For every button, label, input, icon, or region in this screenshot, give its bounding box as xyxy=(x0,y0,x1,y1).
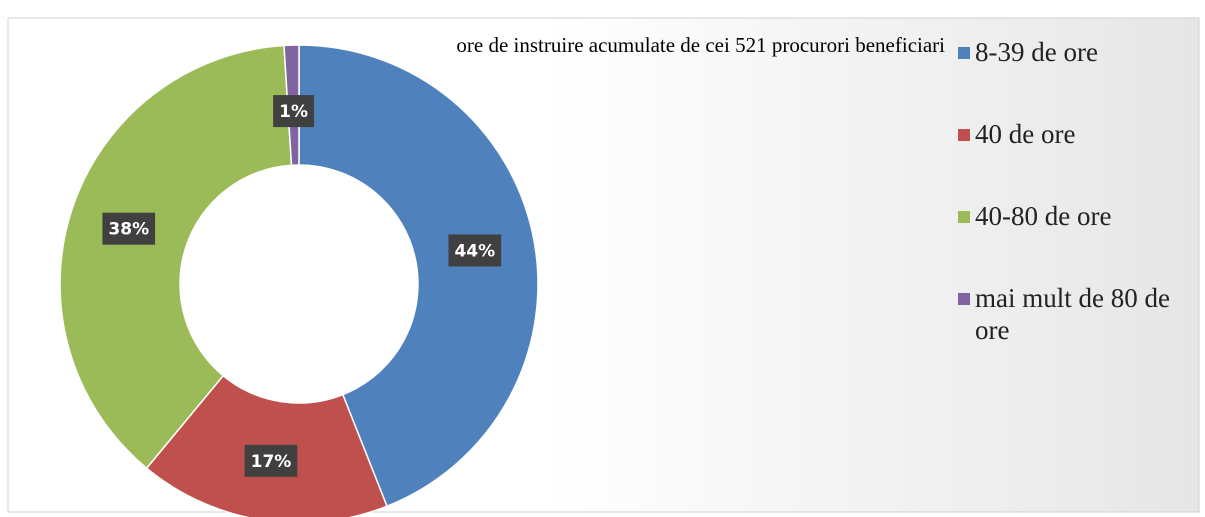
data-label: 44% xyxy=(448,234,502,267)
legend-item: 40 de ore xyxy=(958,118,1188,150)
data-labels: 44% 17% 38% 1% xyxy=(102,95,502,477)
legend-item: 8-39 de ore xyxy=(958,36,1188,68)
data-label-text: 17% xyxy=(251,452,292,472)
legend-label: 40 de ore xyxy=(975,119,1076,149)
donut-slice xyxy=(298,44,539,508)
data-label-text: 38% xyxy=(108,220,149,240)
legend-swatch xyxy=(958,293,970,305)
data-label: 17% xyxy=(244,444,298,477)
legend-swatch xyxy=(958,47,970,59)
legend-swatch xyxy=(958,211,970,223)
donut-slice xyxy=(59,44,293,470)
legend-label: mai mult de 80 de ore xyxy=(975,283,1170,345)
legend-swatch xyxy=(958,129,970,141)
data-label: 38% xyxy=(102,212,156,245)
data-label-box xyxy=(448,234,502,267)
data-label-box xyxy=(102,212,156,245)
data-label-box xyxy=(273,95,315,128)
data-label-box xyxy=(244,444,298,477)
chart-title: ore de instruire acumulate de cei 521 pr… xyxy=(456,33,945,57)
legend: 8-39 de ore 40 de ore 40-80 de ore mai mult… xyxy=(958,36,1188,396)
legend-label: 40-80 de ore xyxy=(975,201,1112,231)
data-label: 1% xyxy=(273,95,315,128)
legend-item: mai mult de 80 de ore xyxy=(958,282,1188,346)
data-label-text: 1% xyxy=(279,102,308,122)
legend-item: 40-80 de ore xyxy=(958,200,1188,232)
legend-label: 8-39 de ore xyxy=(975,37,1098,67)
data-label-text: 44% xyxy=(454,241,495,261)
